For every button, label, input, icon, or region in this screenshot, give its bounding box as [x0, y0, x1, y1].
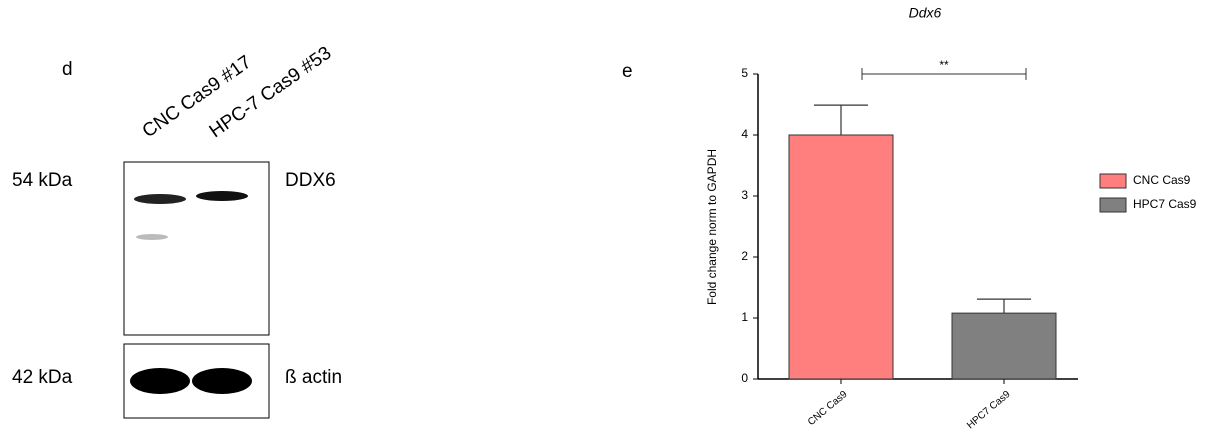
band [196, 191, 248, 201]
protein-label: DDX6 [285, 170, 336, 191]
panel-label: d [62, 59, 73, 80]
error-bar [977, 299, 1031, 313]
x-tick-label: CNC Cas9 [806, 389, 850, 428]
y-tick-label: 0 [741, 371, 748, 385]
size-label: 54 kDa [12, 170, 73, 191]
y-tick-label: 4 [741, 127, 748, 141]
legend-swatch [1100, 174, 1126, 188]
y-tick-label: 3 [741, 188, 748, 202]
band [136, 234, 168, 240]
y-tick-label: 2 [741, 249, 748, 263]
annotation: ** [939, 58, 949, 72]
protein-label: ß actin [285, 367, 342, 388]
blot-frame [124, 162, 269, 335]
y-tick-label: 5 [741, 66, 748, 80]
y-tick-label: 1 [741, 310, 748, 324]
chart-title: Ddx6 [909, 5, 942, 21]
error-bar [814, 105, 868, 135]
band [192, 368, 252, 394]
x-tick-label: HPC7 Cas9 [965, 389, 1013, 432]
y-axis-label: Fold change norm to GAPDH [705, 149, 719, 305]
legend-label: CNC Cas9 [1133, 173, 1191, 187]
size-label: 42 kDa [12, 367, 73, 388]
bar [789, 135, 893, 379]
figure: d CNC Cas9 #17 HPC-7 Cas9 #53 54 kDa 42 … [0, 0, 1228, 447]
band [134, 194, 186, 204]
band [130, 368, 190, 394]
panel-label: e [622, 61, 633, 82]
lane-label: CNC Cas9 #17 [139, 52, 256, 142]
legend-label: HPC7 Cas9 [1133, 197, 1197, 211]
legend-swatch [1100, 198, 1126, 212]
lane-label: HPC-7 Cas9 #53 [206, 43, 336, 143]
bar [952, 313, 1056, 379]
